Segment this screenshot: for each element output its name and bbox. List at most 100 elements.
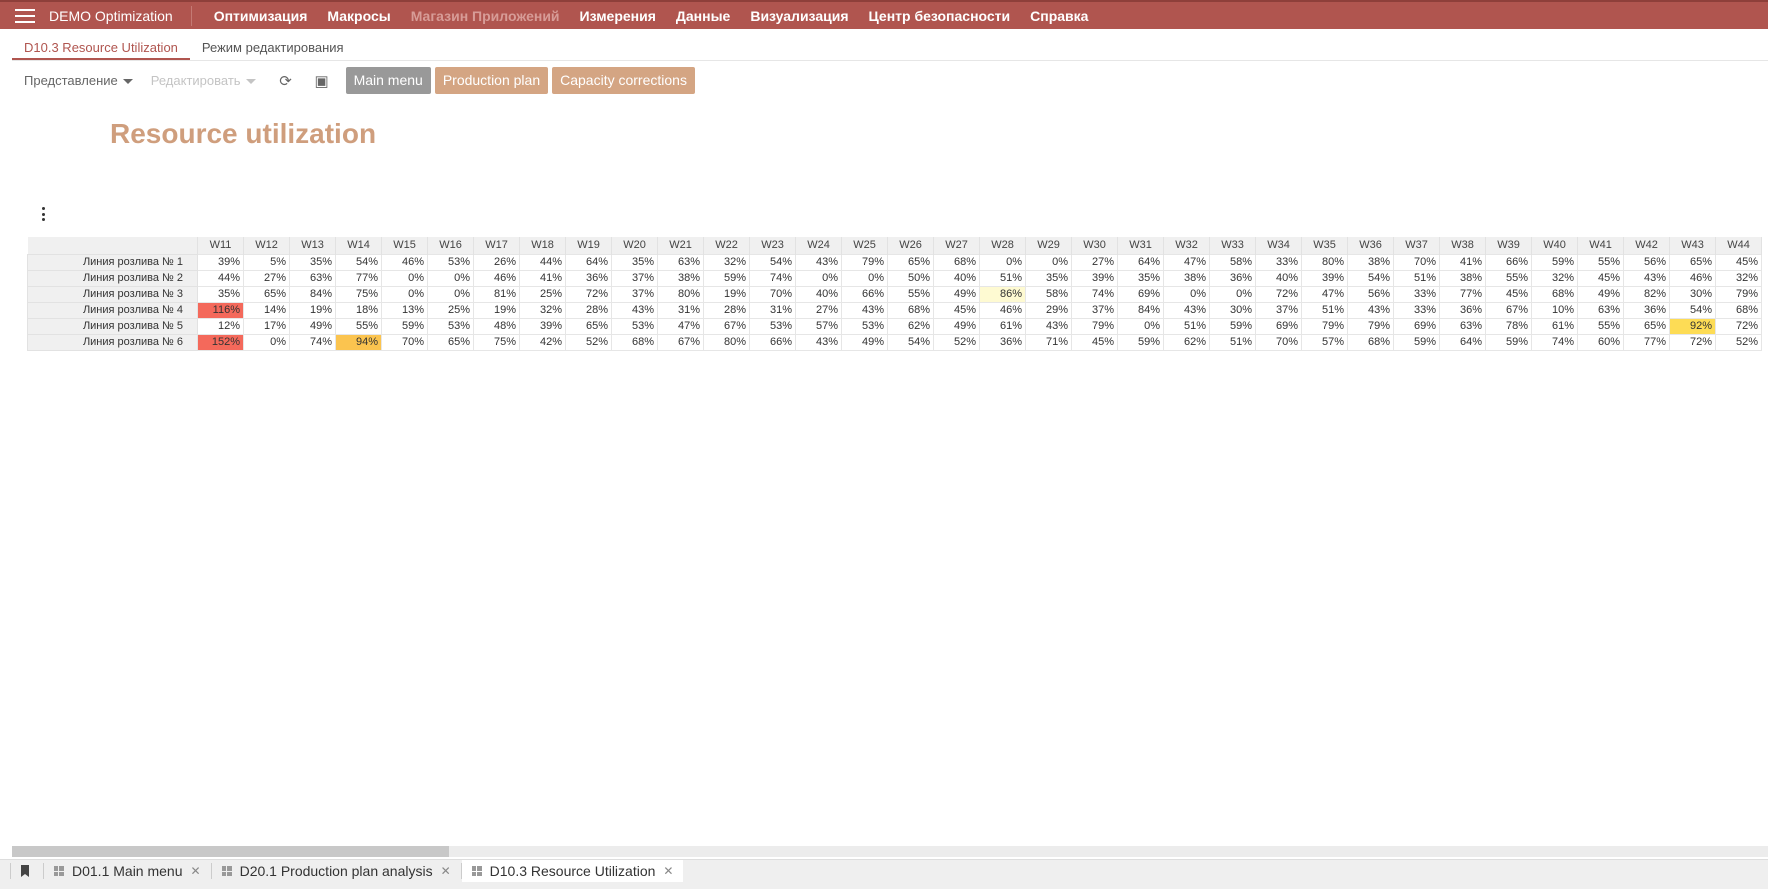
- column-header[interactable]: W21: [657, 237, 704, 254]
- column-header[interactable]: W35: [1301, 237, 1348, 254]
- table-cell[interactable]: 65%: [1623, 317, 1670, 335]
- table-cell[interactable]: 64%: [1117, 253, 1164, 271]
- column-header[interactable]: W39: [1485, 237, 1532, 254]
- table-cell[interactable]: 0%: [427, 269, 474, 287]
- table-cell[interactable]: 36%: [979, 333, 1026, 351]
- table-cell[interactable]: 31%: [749, 301, 796, 319]
- table-cell[interactable]: 51%: [1163, 317, 1210, 335]
- table-cell[interactable]: 60%: [1577, 333, 1624, 351]
- table-cell[interactable]: 116%: [197, 301, 244, 319]
- table-cell[interactable]: 51%: [1393, 269, 1440, 287]
- table-cell[interactable]: 0%: [243, 333, 290, 351]
- table-cell[interactable]: 59%: [381, 317, 428, 335]
- table-cell[interactable]: 43%: [841, 301, 888, 319]
- table-cell[interactable]: 28%: [703, 301, 750, 319]
- table-cell[interactable]: 71%: [1025, 333, 1072, 351]
- menu-item[interactable]: Справка: [1030, 7, 1089, 24]
- table-cell[interactable]: 0%: [841, 269, 888, 287]
- table-cell[interactable]: 59%: [1117, 333, 1164, 351]
- table-cell[interactable]: 0%: [979, 253, 1026, 271]
- table-cell[interactable]: 46%: [473, 269, 520, 287]
- table-cell[interactable]: 69%: [1393, 317, 1440, 335]
- table-cell[interactable]: 94%: [335, 333, 382, 351]
- edit-dropdown[interactable]: Редактировать: [151, 73, 256, 88]
- table-cell[interactable]: 92%: [1669, 317, 1716, 335]
- table-cell[interactable]: 68%: [611, 333, 658, 351]
- column-header[interactable]: W16: [427, 237, 474, 254]
- table-cell[interactable]: 69%: [1117, 285, 1164, 303]
- column-header[interactable]: W27: [933, 237, 980, 254]
- table-cell[interactable]: 40%: [933, 269, 980, 287]
- menu-item[interactable]: Визуализация: [750, 7, 849, 24]
- table-cell[interactable]: 77%: [1439, 285, 1486, 303]
- table-cell[interactable]: 35%: [1117, 269, 1164, 287]
- table-cell[interactable]: 55%: [335, 317, 382, 335]
- table-cell[interactable]: 84%: [1117, 301, 1164, 319]
- table-cell[interactable]: 63%: [657, 253, 704, 271]
- table-cell[interactable]: 68%: [1715, 301, 1762, 319]
- table-cell[interactable]: 37%: [611, 285, 658, 303]
- column-header[interactable]: W36: [1347, 237, 1394, 254]
- table-cell[interactable]: 55%: [1577, 317, 1624, 335]
- table-cell[interactable]: 36%: [1439, 301, 1486, 319]
- table-cell[interactable]: 41%: [519, 269, 566, 287]
- table-cell[interactable]: 5%: [243, 253, 290, 271]
- table-cell[interactable]: 80%: [657, 285, 704, 303]
- table-cell[interactable]: 45%: [1715, 253, 1762, 271]
- table-cell[interactable]: 45%: [1577, 269, 1624, 287]
- table-cell[interactable]: 19%: [703, 285, 750, 303]
- column-header[interactable]: W43: [1669, 237, 1716, 254]
- table-cell[interactable]: 45%: [1071, 333, 1118, 351]
- table-cell[interactable]: 54%: [749, 253, 796, 271]
- table-cell[interactable]: 35%: [289, 253, 336, 271]
- table-cell[interactable]: 55%: [1485, 269, 1532, 287]
- table-cell[interactable]: 43%: [1163, 301, 1210, 319]
- table-cell[interactable]: 56%: [1623, 253, 1670, 271]
- table-cell[interactable]: 30%: [1209, 301, 1256, 319]
- table-cell[interactable]: 52%: [933, 333, 980, 351]
- column-header[interactable]: W29: [1025, 237, 1072, 254]
- row-label[interactable]: Линия розлива № 4: [27, 301, 198, 319]
- table-cell[interactable]: 38%: [1439, 269, 1486, 287]
- table-cell[interactable]: 47%: [657, 317, 704, 335]
- table-cell[interactable]: 53%: [749, 317, 796, 335]
- table-cell[interactable]: 68%: [1531, 285, 1578, 303]
- table-cell[interactable]: 59%: [1531, 253, 1578, 271]
- table-cell[interactable]: 152%: [197, 333, 244, 351]
- column-header[interactable]: W40: [1531, 237, 1578, 254]
- table-cell[interactable]: 72%: [1669, 333, 1716, 351]
- table-cell[interactable]: 54%: [335, 253, 382, 271]
- table-cell[interactable]: 64%: [565, 253, 612, 271]
- table-cell[interactable]: 70%: [381, 333, 428, 351]
- table-cell[interactable]: 70%: [1393, 253, 1440, 271]
- table-cell[interactable]: 38%: [657, 269, 704, 287]
- table-cell[interactable]: 75%: [335, 285, 382, 303]
- table-cell[interactable]: 49%: [841, 333, 888, 351]
- row-label[interactable]: Линия розлива № 5: [27, 317, 198, 335]
- table-cell[interactable]: 81%: [473, 285, 520, 303]
- table-cell[interactable]: 66%: [749, 333, 796, 351]
- table-cell[interactable]: 12%: [197, 317, 244, 335]
- main-menu-button[interactable]: Main menu: [345, 67, 431, 94]
- column-header[interactable]: W42: [1623, 237, 1670, 254]
- table-cell[interactable]: 26%: [473, 253, 520, 271]
- table-cell[interactable]: 50%: [887, 269, 934, 287]
- table-cell[interactable]: 13%: [381, 301, 428, 319]
- table-cell[interactable]: 62%: [1163, 333, 1210, 351]
- table-cell[interactable]: 52%: [565, 333, 612, 351]
- table-cell[interactable]: 82%: [1623, 285, 1670, 303]
- tab-edit-mode[interactable]: Режим редактирования: [201, 40, 344, 55]
- scrollbar-thumb[interactable]: [12, 846, 449, 857]
- column-header[interactable]: W17: [473, 237, 520, 254]
- view-dropdown[interactable]: Представление: [24, 73, 133, 88]
- close-icon[interactable]: ✕: [190, 864, 201, 878]
- menu-item[interactable]: Данные: [675, 7, 731, 24]
- column-header[interactable]: W22: [703, 237, 750, 254]
- table-cell[interactable]: 37%: [1255, 301, 1302, 319]
- table-cell[interactable]: 55%: [1577, 253, 1624, 271]
- row-label[interactable]: Линия розлива № 6: [27, 333, 198, 351]
- close-icon[interactable]: ✕: [663, 864, 674, 878]
- table-cell[interactable]: 86%: [979, 285, 1026, 303]
- table-cell[interactable]: 53%: [427, 253, 474, 271]
- app-title[interactable]: DEMO Optimization: [49, 5, 192, 26]
